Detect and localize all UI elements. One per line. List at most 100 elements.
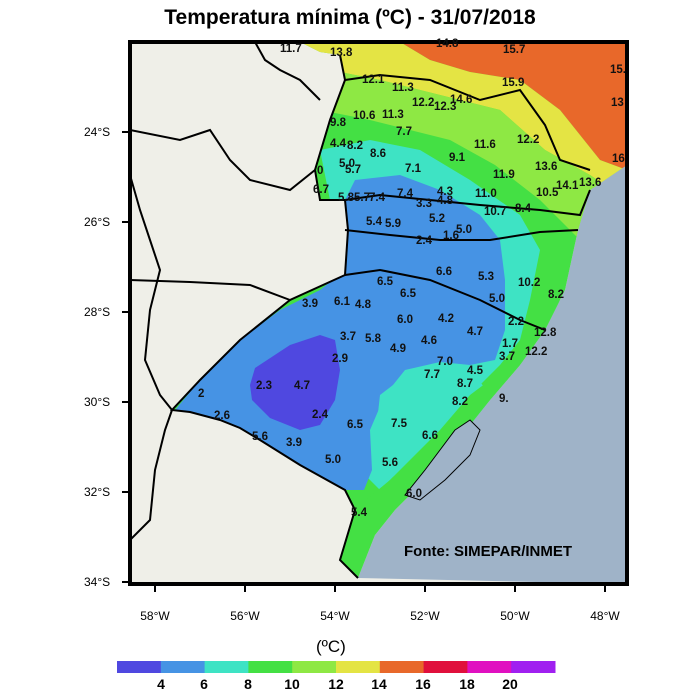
- station-value: 7.4: [369, 192, 386, 204]
- station-value: 11.6: [474, 139, 496, 151]
- station-value: 10.2: [518, 277, 540, 289]
- colorbar-swatch: [379, 661, 425, 673]
- station-value: 6.0: [406, 488, 422, 500]
- station-value: 6.5: [377, 276, 394, 288]
- station-value: 2.2: [508, 316, 524, 328]
- lon-tick-label: 50°W: [500, 609, 530, 623]
- station-value: 4.4: [330, 138, 347, 150]
- station-value: 4.3: [437, 186, 453, 198]
- station-value: 5.0: [489, 293, 505, 305]
- station-value: 5.4: [366, 216, 383, 228]
- station-value: 12.1: [362, 74, 385, 86]
- lon-tick-label: 52°W: [410, 609, 440, 623]
- station-value: 1.7: [502, 338, 518, 350]
- station-value: 5.3: [478, 271, 494, 283]
- station-value: 13.6: [535, 161, 557, 173]
- station-value: 5.0: [339, 158, 355, 170]
- station-value: 7.1: [405, 163, 422, 175]
- station-value: 4.7: [467, 326, 483, 338]
- state-border: [169, 54, 359, 579]
- colorbar-tick-label: 12: [328, 676, 344, 692]
- station-value: 2.9: [332, 353, 348, 365]
- lat-tick-label: 26°S: [84, 215, 110, 229]
- station-value: 2.3: [256, 380, 272, 392]
- lat-tick-label: 32°S: [84, 485, 110, 499]
- station-value: 4.8: [437, 195, 454, 207]
- colorbar-swatch: [117, 661, 162, 673]
- lon-tick-label: 48°W: [590, 609, 620, 623]
- lat-tick-label: 34°S: [84, 575, 110, 589]
- station-value: 9.8: [330, 117, 347, 129]
- colorbar-swatch: [160, 661, 206, 673]
- colorbar-tick-label: 10: [284, 676, 300, 692]
- station-value: 8.6: [370, 148, 386, 160]
- station-value: 2.4: [416, 235, 433, 247]
- station-value: 6.5: [400, 288, 417, 300]
- station-value: 9.: [499, 393, 509, 405]
- station-value: 5.9: [385, 218, 401, 230]
- station-value: 6.0: [397, 314, 413, 326]
- station-value: 8.2: [548, 289, 564, 301]
- colorbar-tick-label: 6: [200, 676, 208, 692]
- station-value: 12.2: [412, 97, 434, 109]
- station-value: 5.2: [429, 213, 445, 225]
- map-title: Temperatura mínima (ºC) - 31/07/2018: [164, 6, 536, 29]
- colorbar-tick-label: 8: [244, 676, 252, 692]
- station-value: 13.6: [579, 177, 601, 189]
- station-value: 2.6: [214, 410, 230, 422]
- lat-tick-label: 24°S: [84, 125, 110, 139]
- lagoon: [404, 419, 481, 501]
- station-value: 15.9: [502, 77, 524, 89]
- lon-tick-label: 56°W: [230, 609, 260, 623]
- station-value: 5.8: [338, 192, 355, 204]
- station-value: 3.7: [499, 351, 515, 363]
- station-value: 16: [612, 153, 625, 165]
- colorbar: [117, 661, 556, 673]
- station-value: 9.1: [449, 152, 466, 164]
- station-value: 4.5: [467, 365, 484, 377]
- station-value: 12.8: [534, 327, 557, 339]
- station-value: 6.7: [313, 184, 329, 196]
- station-value: 7.7: [396, 126, 412, 138]
- lon-tick-label: 54°W: [320, 609, 350, 623]
- station-value: 7.4: [397, 188, 414, 200]
- station-value: 4.6: [421, 335, 437, 347]
- station-value: 15.: [610, 64, 626, 76]
- colorbar-tick-label: 16: [415, 676, 431, 692]
- station-value: 2.4: [312, 409, 329, 421]
- station-value: 6.1: [334, 296, 351, 308]
- source-label: Fonte: SIMEPAR/INMET: [404, 543, 572, 560]
- station-value: 12.3: [434, 101, 456, 113]
- station-value: 4.9: [390, 343, 406, 355]
- station-value: 14.1: [556, 180, 579, 192]
- station-value: 7.5: [391, 418, 408, 430]
- station-value: 0: [317, 165, 323, 177]
- station-value: 3.9: [286, 437, 302, 449]
- station-value: 12.2: [517, 134, 539, 146]
- station-value: 11.3: [382, 109, 404, 121]
- station-value: 8.2: [347, 140, 363, 152]
- station-value: 3.7: [340, 331, 356, 343]
- station-value: 4.8: [355, 299, 372, 311]
- station-value: 1.6: [443, 230, 459, 242]
- colorbar-swatch: [511, 661, 556, 673]
- colorbar-tick-label: 14: [371, 676, 387, 692]
- colorbar-swatch: [423, 661, 468, 673]
- station-value: 11.3: [392, 82, 414, 94]
- station-value: 6.5: [347, 419, 364, 431]
- station-value: 7.7: [424, 369, 440, 381]
- station-value: 5.8: [365, 333, 382, 345]
- station-value: 6.6: [436, 266, 452, 278]
- colorbar-unit: (ºC): [316, 637, 346, 656]
- colorbar-tick-label: 18: [459, 676, 475, 692]
- station-value: 6.6: [422, 430, 438, 442]
- station-value: 8.4: [515, 203, 532, 215]
- station-value: 11.0: [475, 188, 497, 200]
- lat-tick-label: 30°S: [84, 395, 110, 409]
- station-value: 5.0: [456, 224, 472, 236]
- colorbar-swatch: [336, 661, 381, 673]
- colorbar-tick-label: 4: [157, 676, 165, 692]
- station-value: 2: [198, 388, 204, 400]
- station-value: 5.6: [382, 457, 398, 469]
